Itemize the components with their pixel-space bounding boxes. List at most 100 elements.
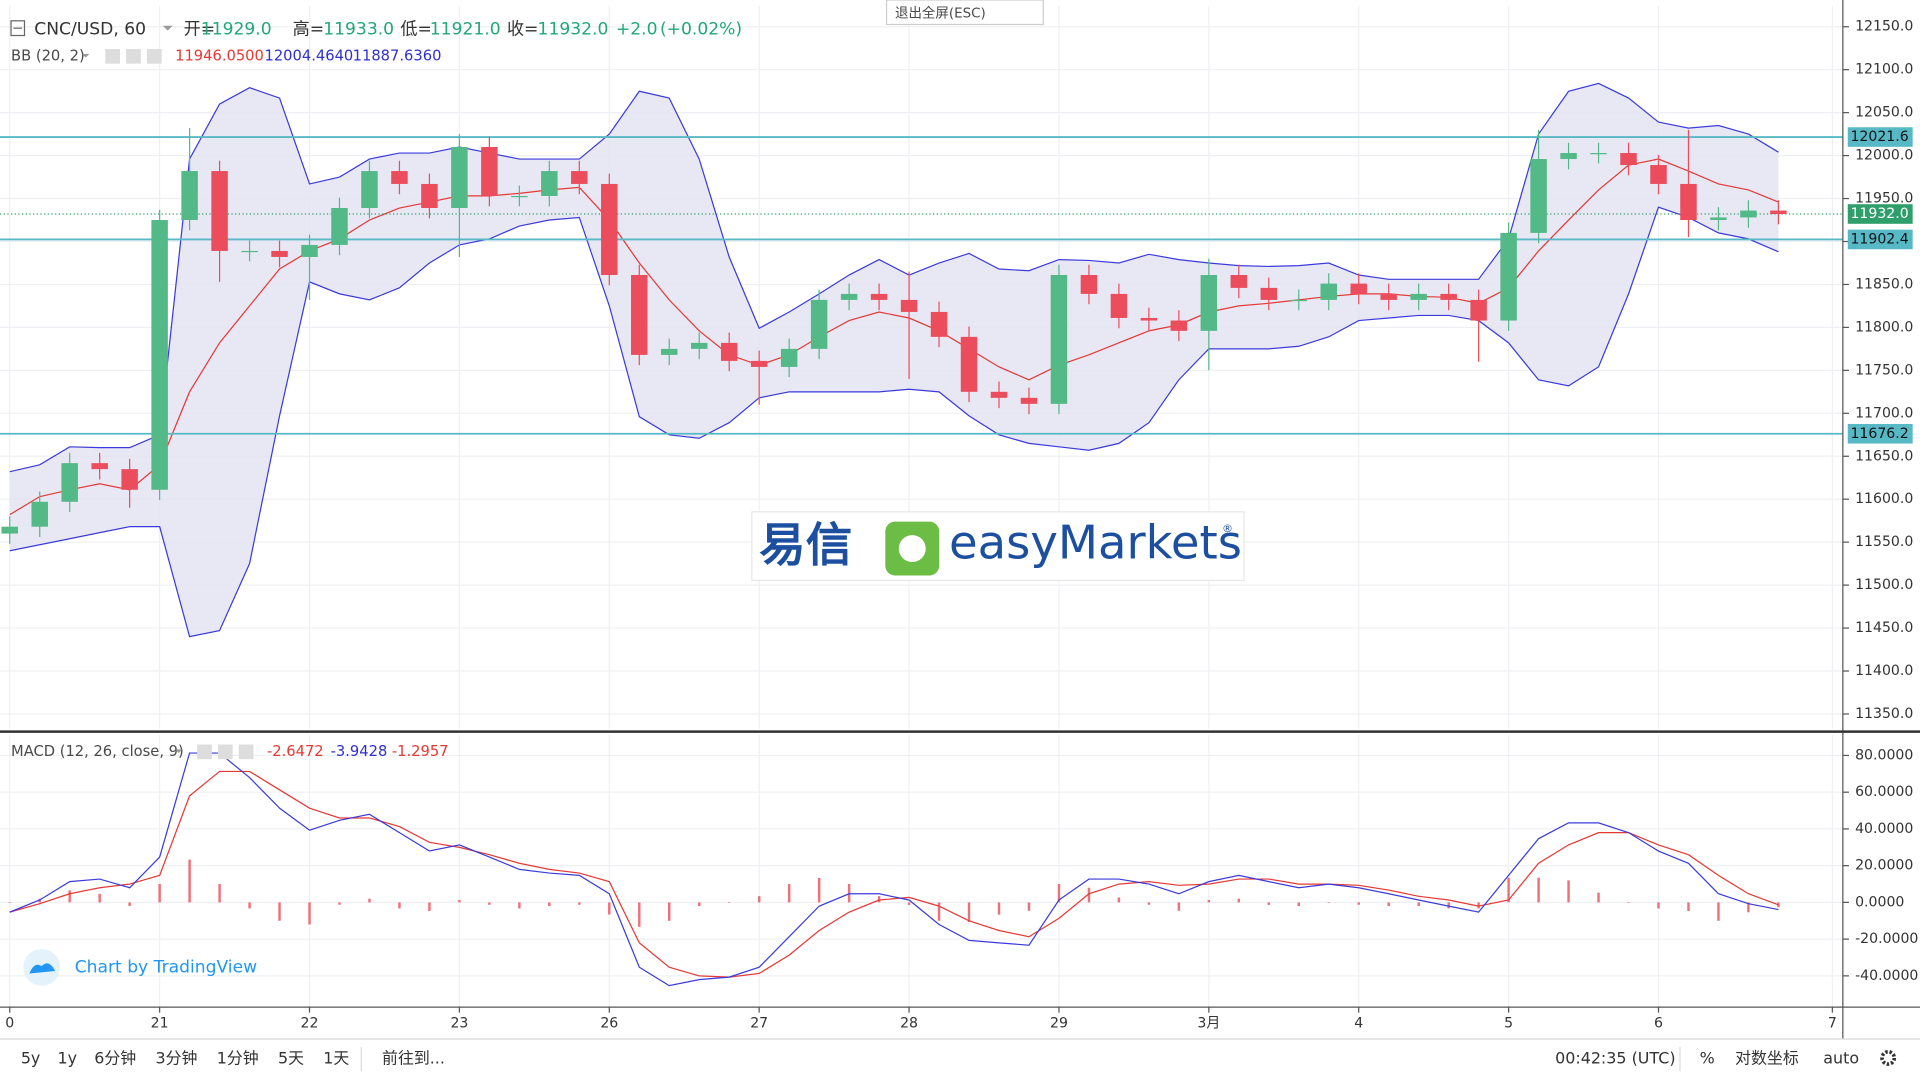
bb-middle-value: 11946.0500: [175, 47, 264, 64]
histogram-bar: [1477, 902, 1480, 909]
histogram-bar: [1147, 902, 1151, 905]
y-tick-label: -20.0000: [1855, 931, 1918, 947]
histogram-bar: [1027, 902, 1031, 911]
visibility-icon[interactable]: [105, 48, 120, 64]
level-label-bg: [1847, 127, 1913, 147]
close-value: 11932.0: [538, 19, 609, 39]
collapse-icon[interactable]: [10, 20, 26, 37]
goto-button[interactable]: 前往到...: [382, 1049, 445, 1068]
candle-body: [1380, 293, 1397, 300]
percent-toggle[interactable]: %: [1700, 1049, 1715, 1068]
dropdown-arrow[interactable]: [162, 25, 173, 31]
x-tick-label: 26: [600, 1016, 618, 1032]
candle-body: [1110, 293, 1128, 318]
histogram-bar: [757, 896, 761, 903]
histogram-bar: [1717, 902, 1720, 921]
y-tick-label: 11550.0: [1855, 534, 1913, 550]
candle-body: [541, 171, 558, 196]
settings-icon[interactable]: [217, 744, 233, 760]
histogram-bar: [1177, 902, 1181, 911]
x-tick-label: 27: [750, 1016, 768, 1032]
settings-gear[interactable]: [1880, 1050, 1897, 1066]
low-prefix: 低=: [400, 19, 431, 39]
price-pane: [0, 82, 1843, 638]
macd-value: -3.9428: [331, 743, 388, 760]
interval-button[interactable]: 1分钟: [217, 1049, 259, 1068]
y-tick-label: 11750.0: [1855, 362, 1913, 378]
candle-body: [181, 171, 198, 221]
candle-body: [1440, 293, 1457, 300]
histogram-bar: [997, 902, 1001, 915]
high-value: 11933.0: [323, 19, 394, 39]
bb-upper-value: 12004.4640: [264, 47, 353, 64]
candle-body: [1260, 287, 1278, 300]
watermark-box: [751, 511, 1245, 582]
histogram-bar: [458, 900, 461, 903]
candle-body: [1650, 165, 1667, 184]
histogram-bar: [1087, 887, 1091, 903]
close-prefix: 收=: [507, 19, 538, 39]
candle-body: [211, 171, 228, 251]
fullscreen-exit-label[interactable]: 退出全屏(ESC): [895, 4, 986, 21]
y-tick-label: 11800.0: [1855, 319, 1913, 335]
histogram-bar: [158, 884, 161, 903]
candle-body: [391, 171, 408, 184]
candle-body: [421, 183, 438, 208]
y-tick-label: 20.0000: [1855, 858, 1913, 874]
histogram-bar: [1357, 902, 1360, 905]
histogram-bar: [937, 902, 941, 921]
level-label-bg: [1847, 423, 1913, 444]
interval-button[interactable]: 1天: [323, 1049, 349, 1068]
visibility-icon[interactable]: [197, 744, 212, 760]
fullscreen-exit-button[interactable]: [885, 0, 1044, 26]
interval-button[interactable]: 3分钟: [156, 1049, 198, 1068]
histogram-bar: [1417, 902, 1420, 907]
candle-body: [1290, 299, 1308, 302]
candle-body: [720, 342, 738, 361]
level-label: 11676.2: [1850, 426, 1908, 442]
band-fill: [9, 83, 1779, 637]
interval-button[interactable]: 6分钟: [94, 1049, 136, 1068]
candle-body: [1, 526, 18, 534]
candle-body: [241, 250, 258, 253]
candle-body: [840, 293, 858, 300]
histogram-bar: [1297, 902, 1300, 907]
y-tick-label: 80.0000: [1855, 747, 1913, 763]
histogram-bar: [1507, 877, 1510, 903]
remove-icon[interactable]: [146, 48, 162, 64]
interval-button[interactable]: 5天: [278, 1049, 304, 1068]
candle-body: [1170, 320, 1188, 331]
y-tick-label: 60.0000: [1855, 784, 1913, 800]
candle-body: [1410, 293, 1427, 300]
y-tick-label: 11450.0: [1855, 620, 1913, 636]
histogram-bar: [338, 902, 341, 905]
histogram-bar: [98, 893, 101, 903]
candle-body: [1140, 317, 1158, 321]
interval-button[interactable]: 1y: [58, 1049, 78, 1068]
dropdown-arrow[interactable]: [175, 749, 183, 754]
band-upper: [9, 82, 1779, 473]
candle-body: [750, 360, 768, 367]
candle-body: [930, 311, 948, 337]
candle-body: [31, 501, 48, 527]
symbol-title: CNC/USD, 60: [34, 19, 146, 39]
candle-body: [451, 147, 468, 208]
candle-body: [870, 293, 888, 300]
x-tick-label: 7: [1828, 1016, 1837, 1032]
level-label: 11902.4: [1850, 231, 1908, 247]
interval-button[interactable]: 5y: [21, 1049, 41, 1068]
attribution[interactable]: Chart by TradingView: [75, 957, 257, 977]
log-toggle[interactable]: 对数坐标: [1735, 1049, 1799, 1068]
candle-body: [1200, 275, 1218, 331]
dropdown-arrow[interactable]: [82, 53, 90, 58]
change-value: +2.0: [616, 19, 658, 39]
candle-body: [690, 342, 708, 349]
histogram-bar: [398, 902, 401, 909]
settings-icon[interactable]: [126, 48, 141, 64]
auto-toggle[interactable]: auto: [1823, 1049, 1859, 1068]
remove-icon[interactable]: [238, 744, 254, 760]
y-tick-label: 12050.0: [1855, 105, 1913, 121]
y-tick-label: 0.0000: [1855, 894, 1904, 910]
candle-body: [1560, 153, 1577, 160]
histogram-bar: [428, 902, 431, 912]
